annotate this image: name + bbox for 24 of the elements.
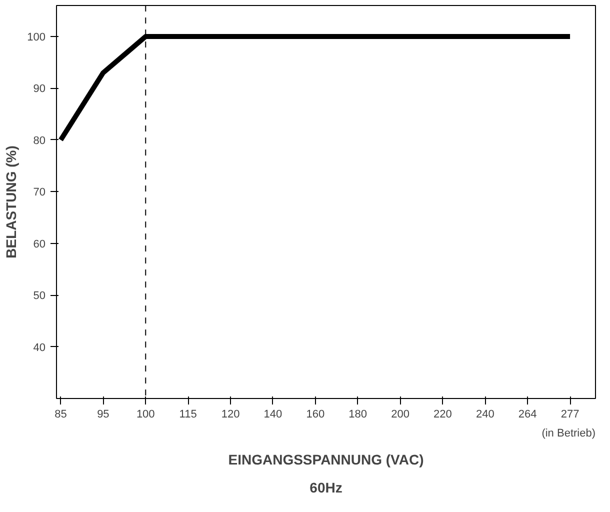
- x-tick-label: 277: [560, 408, 580, 420]
- x-tick-label: 200: [391, 408, 410, 420]
- x-tick-label: 220: [434, 408, 452, 420]
- x-tick-label: 95: [97, 408, 110, 420]
- x-tick-label: 264: [518, 408, 537, 420]
- x-tick-label: 100: [136, 408, 155, 420]
- x-tick-label: 140: [264, 408, 282, 420]
- y-tick-label: 50: [33, 290, 46, 302]
- text: 60Hz: [310, 480, 342, 496]
- x-tick-label: 180: [348, 408, 368, 420]
- y-tick-label: 60: [33, 238, 46, 250]
- y-tick-label: 90: [33, 83, 46, 96]
- x-tick-label: 85: [54, 408, 67, 420]
- x-axis-title: EINGANGSSPANNUNG (VAC): [228, 452, 424, 468]
- y-axis-title: BELASTUNG (%): [3, 146, 20, 258]
- x-tick-label: 120: [221, 408, 240, 420]
- x-tick-label: 240: [476, 408, 494, 420]
- y-tick-label: 100: [27, 32, 46, 44]
- y-tick-label: 40: [33, 342, 46, 354]
- y-tick-label: 80: [33, 134, 46, 147]
- y-tick-label: 70: [33, 186, 46, 199]
- x-tick-label: 160: [306, 408, 325, 420]
- text: (in Betrieb): [542, 428, 596, 440]
- x-tick-label: 115: [179, 408, 197, 420]
